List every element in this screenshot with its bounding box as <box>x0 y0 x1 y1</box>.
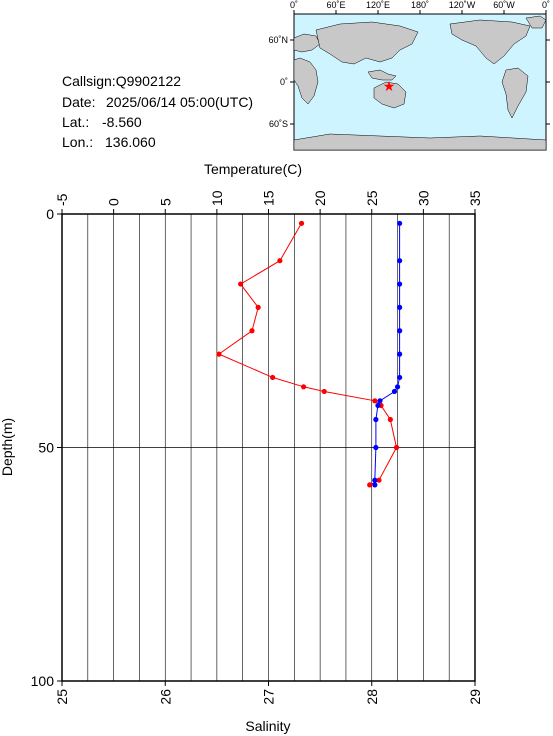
data-series <box>216 220 403 488</box>
plot-grid <box>62 214 475 681</box>
salinity-point <box>377 398 383 404</box>
map-label-60w: 60˚W <box>493 0 515 10</box>
map-label-60e: 60˚E <box>326 0 345 10</box>
temperature-point <box>376 477 382 483</box>
map-label-0w: 0˚ <box>542 0 550 10</box>
temperature-point <box>249 328 255 334</box>
salinity-point <box>373 416 379 423</box>
salinity-point <box>397 351 403 357</box>
land-south-america <box>501 67 529 119</box>
date-line: Date: 2025/06/14 05:00(UTC) <box>62 94 253 110</box>
salinity-point <box>397 328 403 334</box>
map-label-120e: 120˚E <box>366 0 390 10</box>
temperature-point <box>372 398 378 404</box>
salinity-tick-label: 29 <box>467 689 483 705</box>
map-label-60s: 60˚S <box>269 119 288 129</box>
temperature-tick-label: 15 <box>261 190 277 206</box>
temperature-point <box>393 444 400 451</box>
temperature-point <box>298 220 305 226</box>
depth-axis-title: Depth(m) <box>0 418 15 476</box>
salinity-point <box>397 220 403 226</box>
salinity-point <box>397 374 403 381</box>
depth-tick-label: 100 <box>31 673 55 689</box>
temperature-tick-label: 35 <box>467 190 483 206</box>
station-marker: ★ <box>383 79 396 95</box>
salinity-tick-label: 28 <box>364 689 380 705</box>
map-ticks <box>290 10 550 125</box>
salinity-axis-title: Salinity <box>245 718 290 734</box>
temperature-point <box>216 351 222 357</box>
land-asia <box>315 21 419 65</box>
land-antarctica <box>293 133 547 151</box>
salinity-tick-label: 26 <box>157 689 173 705</box>
salinity-point <box>391 388 398 395</box>
salinity-point <box>397 258 403 264</box>
temperature-tick-label: 0 <box>106 198 122 206</box>
temperature-axis-title: Temperature(C) <box>204 161 302 177</box>
salinity-point <box>372 482 378 488</box>
map-label-0n: 0˚ <box>280 77 288 87</box>
map-label-120w: 120˚W <box>449 0 476 10</box>
temperature-point <box>321 388 327 395</box>
temperature-tick-label: 20 <box>312 190 328 206</box>
temperature-tick-label: 5 <box>157 198 173 206</box>
salinity-point <box>397 304 403 310</box>
salinity-point <box>373 444 379 451</box>
depth-axis: 0 50 100 <box>31 206 62 689</box>
temperature-point <box>238 281 244 287</box>
temperature-point <box>270 374 276 381</box>
temperature-tick-label: -5 <box>54 193 70 206</box>
callsign-line: Callsign:Q9902122 <box>62 73 181 89</box>
land-australia <box>373 81 407 109</box>
temperature-point <box>367 482 373 488</box>
lon-line: Lon.: 136.060 <box>62 134 156 150</box>
salinity-axis: 25 26 27 28 29 <box>54 681 483 705</box>
land-africa <box>293 57 319 105</box>
depth-tick-label: 0 <box>46 206 54 222</box>
land-greenland <box>525 15 547 29</box>
land-europe <box>293 33 321 53</box>
salinity-tick-label: 27 <box>261 689 277 705</box>
land-indonesia <box>367 69 397 81</box>
temperature-point <box>301 384 307 390</box>
svg-text:★: ★ <box>383 79 396 95</box>
land-north-america <box>449 19 531 65</box>
map-label-60n: 60˚N <box>268 35 288 45</box>
temperature-point <box>387 416 393 423</box>
map-land <box>293 15 547 151</box>
world-map: ★ 0˚ 60˚E 120˚E 180˚ 120˚W 60˚W 0˚ 60˚N … <box>268 0 550 151</box>
temperature-tick-label: 10 <box>209 190 225 206</box>
depth-tick-label: 50 <box>38 440 54 456</box>
salinity-point <box>372 477 378 483</box>
salinity-tick-label: 25 <box>54 689 70 705</box>
salinity-point <box>397 281 403 287</box>
temperature-point <box>255 304 261 310</box>
salinity-point <box>375 402 381 409</box>
temperature-tick-label: 30 <box>415 190 431 206</box>
temperature-point <box>277 258 283 264</box>
salinity-point <box>394 384 401 390</box>
temperature-tick-label: 25 <box>364 190 380 206</box>
lat-line: Lat.: -8.560 <box>62 114 142 130</box>
temperature-axis: -5 0 5 10 15 20 25 30 35 <box>54 190 483 214</box>
map-label-0e: 0˚ <box>290 0 298 10</box>
map-label-180: 180˚ <box>411 0 429 10</box>
station-info: Callsign:Q9902122 Date: 2025/06/14 05:00(… <box>62 73 253 150</box>
